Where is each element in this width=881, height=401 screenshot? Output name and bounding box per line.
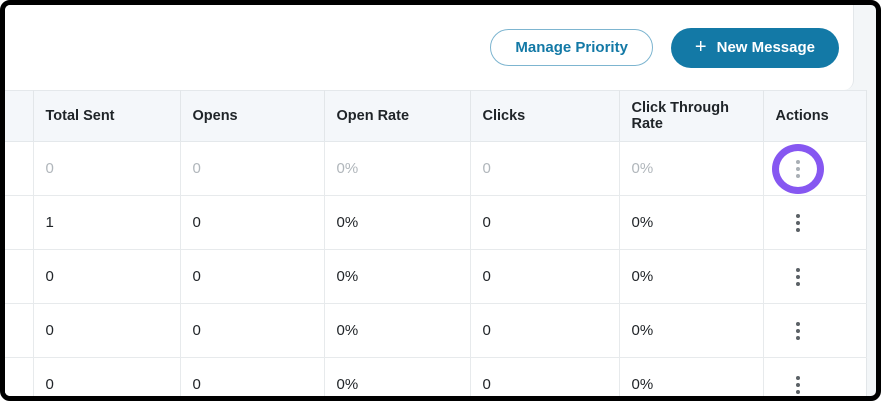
cell-open-rate: 0%: [324, 303, 471, 358]
cell-total-sent: 0: [33, 249, 181, 304]
cell-opens: 0: [180, 303, 325, 358]
row-actions-menu-button[interactable]: [780, 367, 816, 397]
cell-total-sent: 0: [33, 303, 181, 358]
kebab-icon: [795, 159, 800, 164]
kebab-icon: [795, 321, 800, 326]
cell-open-rate: 0%: [324, 141, 471, 196]
cell-open-rate: 0%: [324, 249, 471, 304]
column-header-actions: Actions: [763, 90, 867, 142]
cell-clicks: 0: [470, 357, 620, 396]
cell-clicks: 0: [470, 249, 620, 304]
cell-open-rate: 0%: [324, 195, 471, 250]
cell-clicks: 0: [470, 303, 620, 358]
row-actions-menu-button[interactable]: [780, 151, 816, 187]
cell-opens: 0: [180, 249, 325, 304]
actions-cell: [763, 195, 867, 250]
manage-priority-button[interactable]: Manage Priority: [490, 29, 653, 66]
lead-cell: [5, 195, 34, 250]
lead-cell: [5, 303, 34, 358]
cell-click-through-rate: 0%: [619, 249, 764, 304]
cell-opens: 0: [180, 141, 325, 196]
column-header-lead: [5, 90, 34, 142]
column-header-clicks: Clicks: [470, 90, 620, 142]
cell-click-through-rate: 0%: [619, 357, 764, 396]
new-message-label: New Message: [716, 39, 815, 56]
column-header-opens: Opens: [180, 90, 325, 142]
table-row: 0 0 0% 0 0%: [5, 357, 867, 397]
kebab-icon: [795, 375, 800, 380]
row-actions-menu-button[interactable]: [780, 205, 816, 241]
row-actions-menu-button[interactable]: [780, 259, 816, 295]
messages-table: Total Sent Opens Open Rate Clicks Click …: [5, 90, 867, 397]
actions-cell: [763, 357, 867, 397]
cell-total-sent: 1: [33, 195, 181, 250]
toolbar: Manage Priority + New Message: [5, 5, 854, 90]
cell-click-through-rate: 0%: [619, 141, 764, 196]
row-actions-menu-button[interactable]: [780, 313, 816, 349]
actions-cell: [763, 303, 867, 358]
cell-opens: 0: [180, 195, 325, 250]
table-row: 1 0 0% 0 0%: [5, 195, 867, 250]
cell-total-sent: 0: [33, 141, 181, 196]
lead-cell: [5, 249, 34, 304]
column-header-open-rate: Open Rate: [324, 90, 471, 142]
table-header-row: Total Sent Opens Open Rate Clicks Click …: [5, 90, 867, 142]
new-message-button[interactable]: + New Message: [670, 27, 839, 68]
plus-icon: +: [694, 35, 707, 58]
cell-clicks: 0: [470, 195, 620, 250]
cell-opens: 0: [180, 357, 325, 396]
lead-cell: [5, 141, 34, 196]
cell-clicks: 0: [470, 141, 620, 196]
actions-cell: [763, 141, 867, 196]
kebab-icon: [795, 213, 800, 218]
cell-total-sent: 0: [33, 357, 181, 396]
cell-click-through-rate: 0%: [619, 195, 764, 250]
table-row: 0 0 0% 0 0%: [5, 249, 867, 304]
cell-click-through-rate: 0%: [619, 303, 764, 358]
column-header-click-through-rate: Click Through Rate: [619, 90, 764, 142]
actions-cell: [763, 249, 867, 304]
lead-cell: [5, 357, 34, 396]
kebab-icon: [795, 267, 800, 272]
column-header-total-sent: Total Sent: [33, 90, 181, 142]
table-row: 0 0 0% 0 0%: [5, 303, 867, 358]
cell-open-rate: 0%: [324, 357, 471, 396]
table-row: 0 0 0% 0 0%: [5, 141, 867, 196]
